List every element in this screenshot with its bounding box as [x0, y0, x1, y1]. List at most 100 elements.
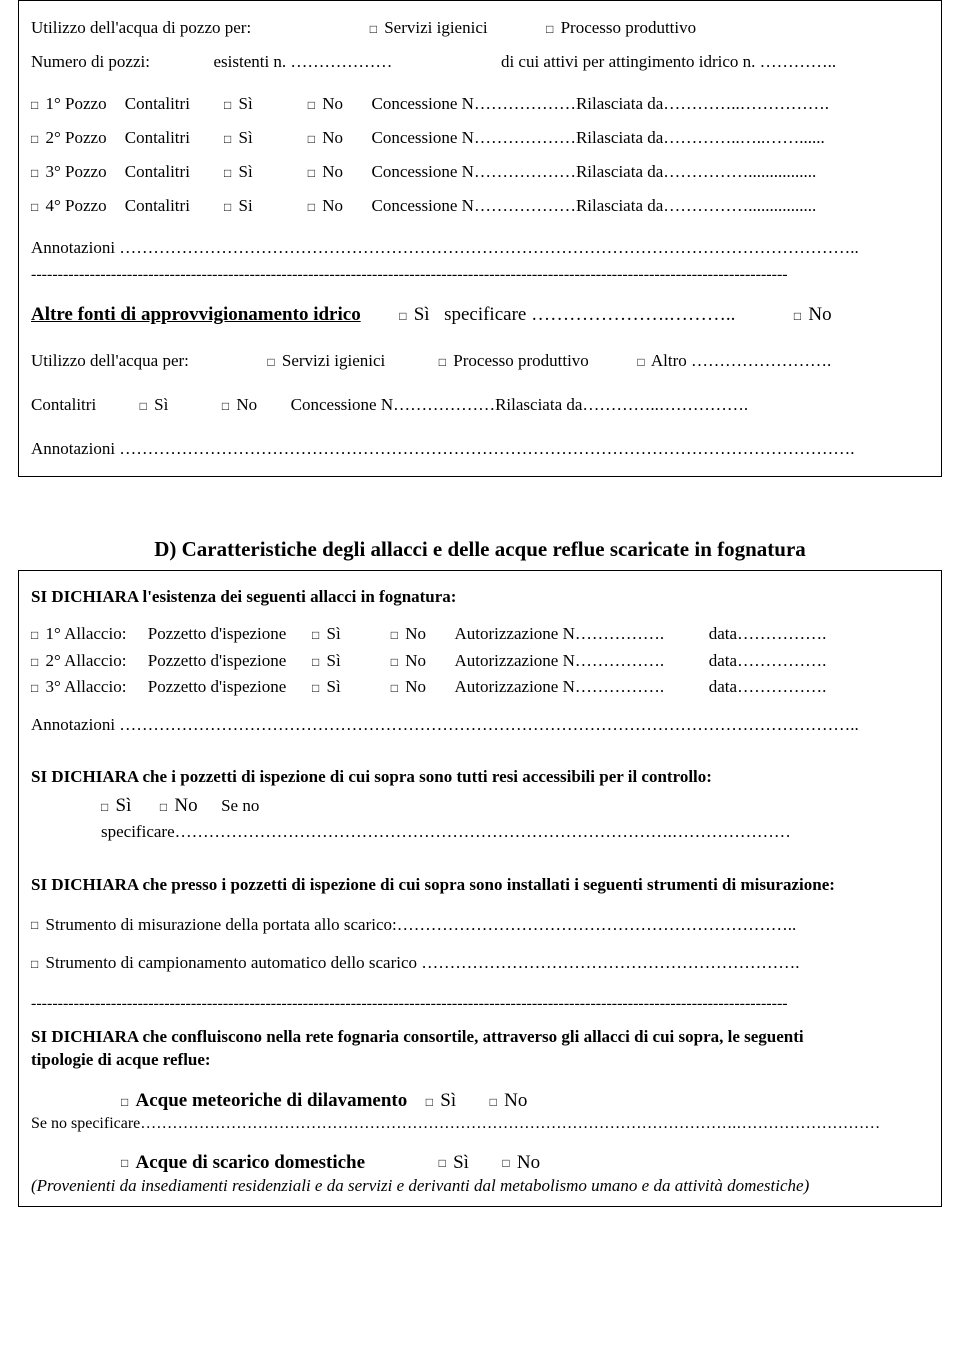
checkbox-icon[interactable]: □: [312, 626, 319, 645]
meteo-spec[interactable]: Se no specificare………………………………………………………………: [31, 1114, 929, 1135]
annotazioni-1[interactable]: Annotazioni ……………………………………………………………………………: [31, 231, 929, 265]
util2-pre: Utilizzo dell'acqua per:: [31, 351, 189, 370]
allaccio-data[interactable]: data…………….: [709, 651, 827, 670]
checkbox-icon[interactable]: □: [31, 161, 38, 185]
checkbox-icon[interactable]: □: [222, 394, 229, 418]
allaccio-data[interactable]: data…………….: [709, 624, 827, 643]
checkbox-icon[interactable]: □: [370, 17, 377, 41]
strum2-text[interactable]: Strumento di campionamento automatico de…: [46, 953, 800, 972]
checkbox-icon[interactable]: □: [160, 799, 167, 816]
checkbox-icon[interactable]: □: [308, 93, 315, 117]
allaccio-no: No: [405, 648, 450, 674]
allaccio-auth[interactable]: Autorizzazione N…………….: [455, 621, 705, 647]
checkbox-icon[interactable]: □: [31, 653, 38, 672]
checkbox-icon[interactable]: □: [439, 1156, 446, 1172]
pozzo-rest[interactable]: Concessione N………………Rilasciata da……………...…: [372, 196, 817, 215]
dich2-spec[interactable]: Se no specificare………………………………………………………………: [101, 796, 791, 841]
label-util-pozzo: Utilizzo dell'acqua di pozzo per:: [31, 18, 251, 37]
checkbox-icon[interactable]: □: [308, 127, 315, 151]
checkbox-icon[interactable]: □: [121, 1156, 128, 1172]
checkbox-icon[interactable]: □: [267, 350, 274, 374]
checkbox-icon[interactable]: □: [490, 1095, 497, 1111]
checkbox-icon[interactable]: □: [101, 799, 108, 816]
pozzo-si: Sì: [239, 87, 304, 121]
checkbox-icon[interactable]: □: [426, 1095, 433, 1111]
checkbox-icon[interactable]: □: [31, 679, 38, 698]
checkbox-icon[interactable]: □: [391, 626, 398, 645]
pozzo-row: □ 1° Pozzo Contalitri □ Sì □ No Concessi…: [31, 87, 929, 121]
pozzo-rest[interactable]: Concessione N………………Rilasciata da…………..….…: [372, 128, 825, 147]
checkbox-icon[interactable]: □: [31, 914, 38, 937]
allaccio-auth[interactable]: Autorizzazione N…………….: [455, 674, 705, 700]
pozzo-no: No: [322, 189, 367, 223]
pozzo-si: Sì: [239, 121, 304, 155]
line-altre-fonti: Altre fonti di approvvigionamento idrico…: [31, 296, 929, 334]
annotazioni-3[interactable]: Annotazioni ……………………………………………………………………………: [31, 709, 929, 741]
checkbox-icon[interactable]: □: [439, 350, 446, 374]
checkbox-icon[interactable]: □: [121, 1095, 128, 1111]
allaccio-row: □ 2° Allaccio: Pozzetto d'ispezione □ Sì…: [31, 648, 929, 674]
field-attivi[interactable]: di cui attivi per attingimento idrico n.…: [501, 52, 836, 71]
altre-no: No: [808, 304, 831, 325]
strumento-2: □ Strumento di campionamento automatico …: [31, 947, 929, 979]
line-util-pozzo: Utilizzo dell'acqua di pozzo per: □ Serv…: [31, 11, 929, 45]
pozzo-rest[interactable]: Concessione N………………Rilasciata da…………..………: [372, 94, 830, 113]
dichiara-1: SI DICHIARA l'esistenza dei seguenti all…: [31, 581, 929, 613]
checkbox-icon[interactable]: □: [308, 195, 315, 219]
allaccio-si: Sì: [327, 621, 387, 647]
pozzo-num: 4° Pozzo: [46, 189, 121, 223]
box-allacci: SI DICHIARA l'esistenza dei seguenti all…: [18, 570, 942, 1207]
util2-altro[interactable]: Altro …………………….: [651, 351, 831, 370]
field-esistenti[interactable]: esistenti n. ………………: [213, 52, 392, 71]
allaccio-poz: Pozzetto d'ispezione: [148, 648, 308, 674]
strum1-text[interactable]: Strumento di misurazione della portata a…: [46, 915, 797, 934]
dom-note: (Provenienti da insediamenti residenzial…: [31, 1176, 929, 1196]
checkbox-icon[interactable]: □: [31, 953, 38, 976]
cont-si: Sì: [154, 395, 168, 414]
checkbox-icon[interactable]: □: [224, 195, 231, 219]
allaccio-no: No: [405, 674, 450, 700]
meteo-si: Sì: [440, 1090, 456, 1111]
pozzo-no: No: [322, 155, 367, 189]
checkbox-icon[interactable]: □: [224, 161, 231, 185]
divider-dashes-2: ----------------------------------------…: [31, 994, 929, 1013]
checkbox-icon[interactable]: □: [224, 127, 231, 151]
allaccio-auth[interactable]: Autorizzazione N…………….: [455, 648, 705, 674]
pozzo-row: □ 4° Pozzo Contalitri □ Si □ No Concessi…: [31, 189, 929, 223]
annotazioni-2[interactable]: Annotazioni ……………………………………………………………………………: [31, 432, 929, 466]
pozzo-num: 1° Pozzo: [46, 87, 121, 121]
checkbox-icon[interactable]: □: [224, 93, 231, 117]
checkbox-icon[interactable]: □: [31, 93, 38, 117]
line-domestiche: □ Acque di scarico domestiche □ Sì □ No: [31, 1151, 929, 1176]
checkbox-icon[interactable]: □: [794, 304, 801, 328]
checkbox-icon[interactable]: □: [391, 679, 398, 698]
pozzo-rest[interactable]: Concessione N………………Rilasciata da……………...…: [372, 162, 817, 181]
altre-spec[interactable]: specificare ………………….………..: [444, 304, 735, 325]
checkbox-icon[interactable]: □: [312, 653, 319, 672]
cont-rest[interactable]: Concessione N………………Rilasciata da…………..………: [291, 395, 749, 414]
cont-no: No: [236, 395, 257, 414]
checkbox-icon[interactable]: □: [546, 17, 553, 41]
util2-serv: Servizi igienici: [282, 351, 385, 370]
checkbox-icon[interactable]: □: [31, 626, 38, 645]
checkbox-icon[interactable]: □: [312, 679, 319, 698]
checkbox-icon[interactable]: □: [308, 161, 315, 185]
checkbox-icon[interactable]: □: [391, 653, 398, 672]
allaccio-si: Sì: [327, 674, 387, 700]
allaccio-poz: Pozzetto d'ispezione: [148, 621, 308, 647]
pozzo-row: □ 3° Pozzo Contalitri □ Sì □ No Concessi…: [31, 155, 929, 189]
label-num-pozzi: Numero di pozzi:: [31, 52, 150, 71]
checkbox-icon[interactable]: □: [31, 195, 38, 219]
box-water-sources: Utilizzo dell'acqua di pozzo per: □ Serv…: [18, 0, 942, 477]
dichiara-3: SI DICHIARA che presso i pozzetti di isp…: [31, 869, 929, 901]
checkbox-icon[interactable]: □: [140, 394, 147, 418]
checkbox-icon[interactable]: □: [399, 304, 406, 328]
line-num-pozzi: Numero di pozzi: esistenti n. ……………… di …: [31, 45, 929, 79]
checkbox-icon[interactable]: □: [502, 1156, 509, 1172]
checkbox-icon[interactable]: □: [31, 127, 38, 151]
checkbox-icon[interactable]: □: [637, 350, 644, 374]
allaccio-row: □ 3° Allaccio: Pozzetto d'ispezione □ Sì…: [31, 674, 929, 700]
util2-proc: Processo produttivo: [453, 351, 589, 370]
allaccio-data[interactable]: data…………….: [709, 677, 827, 696]
pozzo-si: Sì: [239, 155, 304, 189]
